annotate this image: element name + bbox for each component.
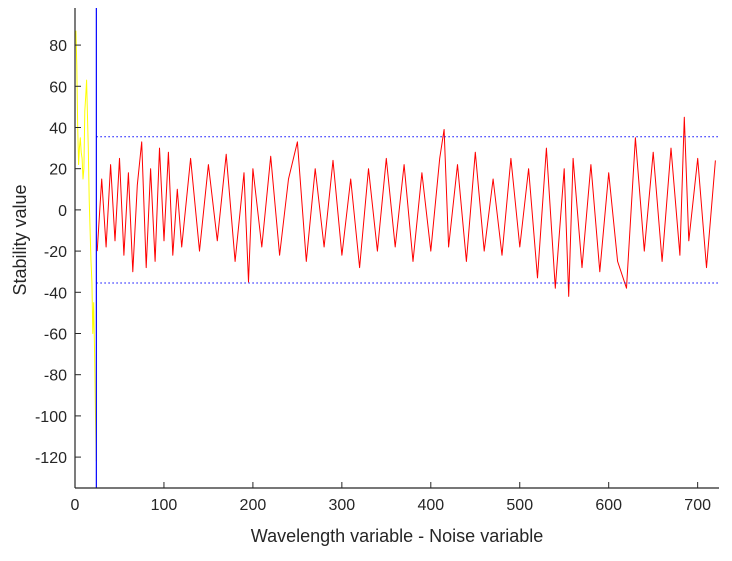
x-axis-label: Wavelength variable - Noise variable bbox=[251, 526, 543, 546]
y-tick-label: 40 bbox=[49, 120, 67, 137]
x-tick-label: 100 bbox=[151, 497, 178, 514]
wavelength-series-line bbox=[75, 30, 97, 462]
x-tick-label: 200 bbox=[240, 497, 267, 514]
x-tick-label: 400 bbox=[417, 497, 444, 514]
y-tick-label: -20 bbox=[44, 244, 67, 261]
x-tick-label: 300 bbox=[328, 497, 355, 514]
x-tick-label: 0 bbox=[71, 497, 80, 514]
noise-series-line bbox=[96, 116, 716, 297]
y-axis-ticks: -120 -100 -80 -60 -40 -20 0 20 40 60 80 bbox=[35, 38, 81, 467]
y-tick-label: -120 bbox=[35, 450, 67, 467]
x-tick-label: 600 bbox=[595, 497, 622, 514]
y-tick-label: -40 bbox=[44, 285, 67, 302]
y-tick-label: -100 bbox=[35, 409, 67, 426]
y-tick-label: -80 bbox=[44, 368, 67, 385]
y-tick-label: 60 bbox=[49, 79, 67, 96]
x-tick-label: 500 bbox=[506, 497, 533, 514]
y-tick-label: 80 bbox=[49, 38, 67, 55]
y-axis-label: Stability value bbox=[10, 184, 30, 295]
x-tick-label: 700 bbox=[684, 497, 711, 514]
y-tick-label: 20 bbox=[49, 162, 67, 179]
y-tick-label: -60 bbox=[44, 326, 67, 343]
x-axis-ticks: 0 100 200 300 400 500 600 700 bbox=[71, 482, 711, 514]
y-tick-label: 0 bbox=[58, 203, 67, 220]
plot-area bbox=[74, 8, 719, 489]
